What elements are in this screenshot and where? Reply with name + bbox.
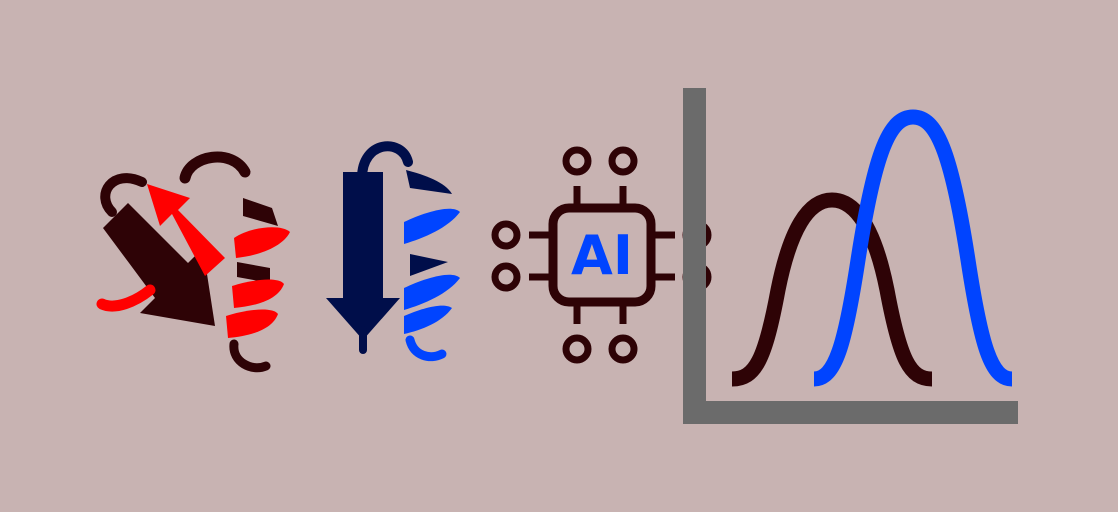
protein-helix-dark-1	[243, 198, 278, 226]
protein-left-loop	[100, 173, 147, 217]
chip-pin-node	[491, 262, 521, 292]
protein-helix-dark-2	[237, 262, 270, 283]
protein-dark-strand	[103, 203, 215, 326]
chip-pin-node	[608, 334, 638, 364]
chip-pin-node	[562, 146, 592, 176]
chip-top-pins	[562, 146, 638, 208]
chip-bottom-pins	[562, 302, 638, 364]
protein-helix-red-2	[232, 279, 284, 308]
curve-dark	[731, 192, 933, 387]
protein-structure-icon	[96, 151, 290, 373]
chip-body	[548, 203, 656, 307]
y-axis	[683, 88, 706, 424]
distribution-curves-icon	[683, 88, 1018, 424]
chip-left-pins	[491, 220, 553, 292]
chip-label: AI	[571, 224, 633, 287]
curve-blue	[812, 109, 1014, 387]
hairpin-helix-navy-1	[406, 170, 452, 194]
protein-red-tail	[96, 284, 156, 312]
chip-pin-node	[491, 220, 521, 250]
chip-pin-node	[562, 334, 592, 364]
protein-red-strand	[147, 184, 225, 276]
ai-chip-icon: AI	[491, 146, 712, 364]
protein-bottom-loop	[229, 339, 271, 373]
chip-pin-node	[608, 146, 638, 176]
hairpin-helix-navy-2	[410, 254, 448, 276]
protein-helix-red-3	[226, 309, 278, 338]
hairpin-blue-tail	[405, 335, 447, 362]
protein-hairpin-icon	[326, 141, 460, 362]
hairpin-top-loop	[357, 141, 413, 183]
hairpin-helix-blue-3	[404, 305, 452, 334]
hairpin-helix-blue-1	[404, 208, 460, 244]
hairpin-helix-blue-2	[404, 274, 460, 310]
protein-helix-red-1	[234, 227, 290, 258]
hairpin-navy-arrow	[326, 172, 400, 340]
protein-top-loop	[179, 151, 251, 184]
x-axis	[683, 401, 1018, 424]
